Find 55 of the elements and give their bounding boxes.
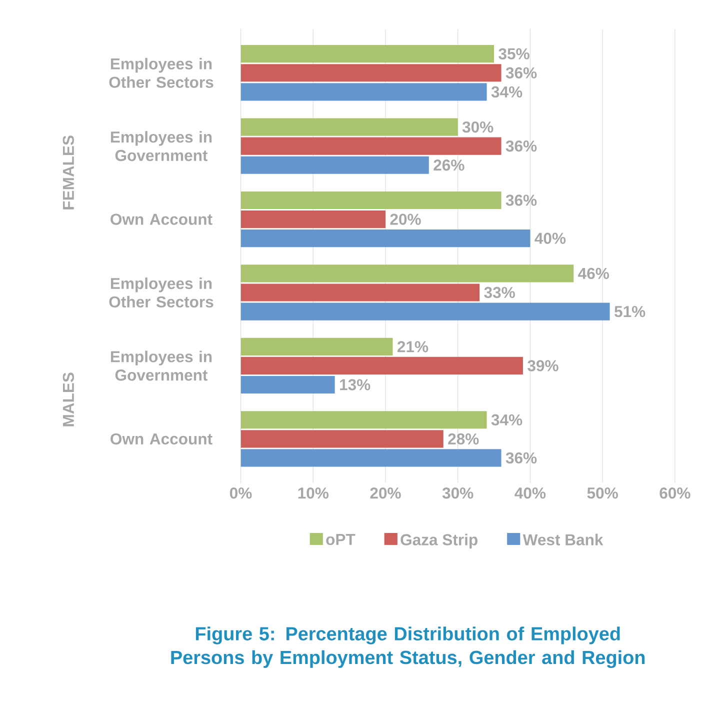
text: Figure 5: Percentage Distribution of Employed Persons by Employment Status, Gender and Region	[171, 626, 645, 668]
bar	[240, 284, 480, 302]
bar	[240, 376, 335, 394]
bar	[240, 156, 429, 174]
data-label: 40%	[534, 232, 566, 244]
bar	[240, 357, 523, 375]
data-label: 26%	[434, 160, 464, 171]
bar	[240, 449, 502, 467]
text: FEMALES	[62, 136, 74, 210]
legend-label: oPT	[326, 534, 356, 546]
data-label: 34%	[491, 86, 522, 98]
x-tick-label: 40%	[514, 488, 546, 499]
text: MALES	[62, 372, 74, 426]
y-tick-label: Employees in Government	[110, 350, 212, 381]
x-tick-label: 0%	[230, 488, 252, 499]
bar	[240, 303, 610, 321]
data-label: 34%	[491, 414, 522, 426]
data-label: 13%	[340, 379, 370, 391]
x-tick-label: 20%	[370, 488, 401, 499]
data-label: 28%	[448, 434, 479, 445]
y-tick-label: Employees in Government	[110, 131, 212, 162]
y-tick-label: Employees in Other Sectors	[109, 58, 214, 88]
y-tick-label: Employees in Other Sectors	[109, 278, 214, 308]
legend-label: West Bank	[522, 534, 604, 546]
legend-label: Gaza Strip	[400, 534, 478, 549]
bar	[240, 64, 502, 82]
bar	[240, 118, 458, 136]
bar	[240, 264, 574, 282]
y-tick-label: Own Account	[110, 434, 212, 445]
bar	[240, 138, 502, 156]
data-label: 39%	[528, 360, 558, 372]
data-label: 20%	[390, 214, 421, 226]
data-label: 36%	[506, 452, 537, 464]
data-label: 21%	[397, 341, 428, 352]
bar	[240, 210, 386, 228]
data-label: 36%	[506, 194, 537, 206]
x-tick-label: 60%	[660, 488, 690, 499]
x-tick-label: 30%	[442, 488, 474, 499]
bar	[240, 230, 530, 248]
data-label: 36%	[506, 140, 537, 152]
y-tick-label: Own Account	[110, 214, 212, 226]
data-label: 51%	[614, 306, 646, 318]
bar	[240, 430, 444, 448]
bar	[240, 83, 487, 101]
bar	[240, 338, 393, 356]
data-label: 30%	[462, 122, 494, 133]
data-label: 46%	[578, 268, 610, 280]
data-label: 36%	[506, 68, 537, 79]
x-tick-label: 10%	[298, 488, 328, 499]
bar	[240, 411, 487, 429]
data-label: 35%	[498, 48, 530, 60]
x-tick-label: 50%	[587, 488, 618, 499]
data-label: 33%	[484, 287, 515, 298]
bar	[240, 45, 494, 63]
bar	[240, 192, 502, 210]
